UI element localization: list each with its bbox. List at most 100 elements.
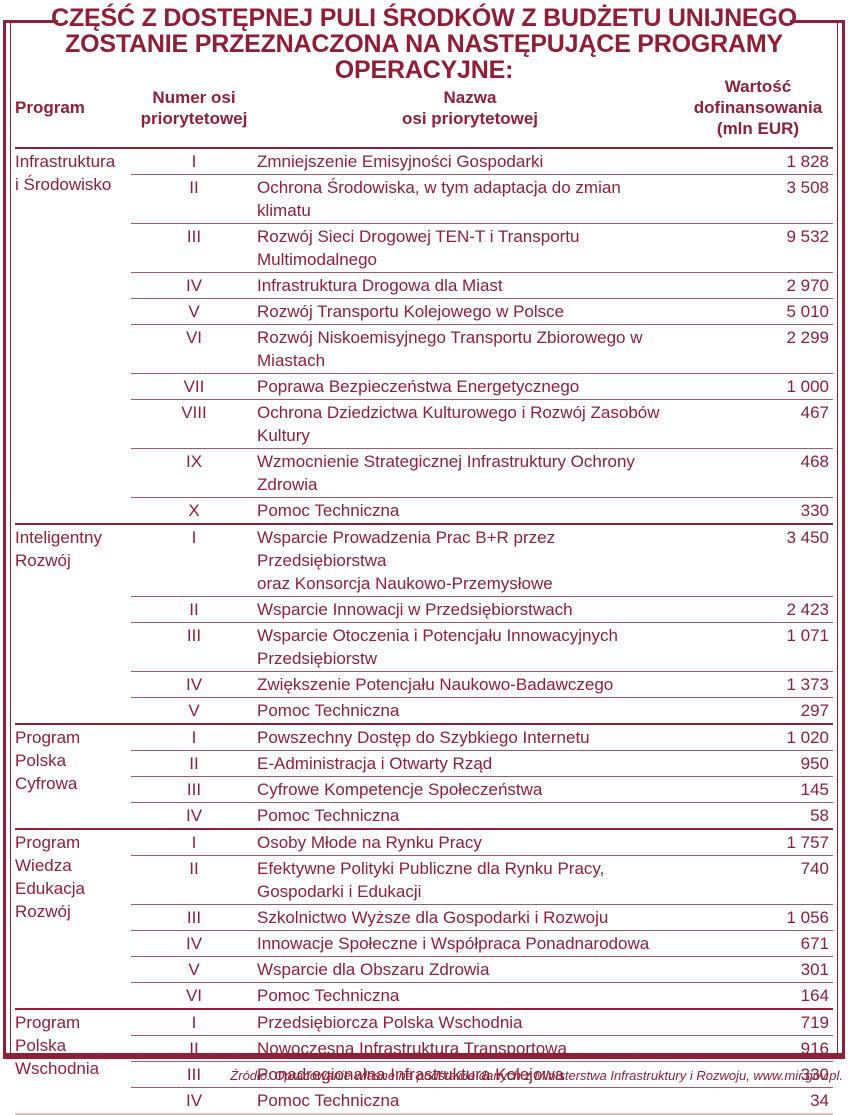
table-row: VI Pomoc Techniczna 164 [15, 982, 833, 1009]
axis-number: I [131, 723, 257, 751]
axis-number: III [131, 622, 257, 672]
funding-value: 3 508 [683, 174, 833, 224]
axis-number: II [131, 174, 257, 224]
axis-number: IV [131, 802, 257, 829]
funding-value: 2 970 [683, 272, 833, 299]
table-header: Program Numer osi priorytetowej Nazwa os… [15, 76, 833, 149]
axis-number: IX [131, 448, 257, 498]
funding-value: 467 [683, 399, 833, 449]
header-axis-number: Numer osi priorytetowej [131, 76, 257, 149]
axis-number: III [131, 1061, 257, 1088]
table-row: II Efektywne Polityki Publiczne dla Rynku… [15, 855, 833, 905]
funding-value: 671 [683, 930, 833, 957]
axis-name: Rozwój Transportu Kolejowego w Polsce [257, 298, 683, 325]
funding-value: 740 [683, 855, 833, 905]
axis-number: V [131, 298, 257, 325]
table-row: Infrastruktura i Środowisko I Zmniejszenie… [15, 147, 833, 524]
table-row: II E-Administracja i Otwarty Rząd 950 [15, 750, 833, 777]
funding-value: 297 [683, 697, 833, 724]
frame-left-border [3, 21, 6, 1059]
funding-value: 2 299 [683, 324, 833, 374]
axis-name: Pomoc Techniczna [257, 497, 683, 524]
table-row: X Pomoc Techniczna 330 [15, 497, 833, 524]
axis-name: Ochrona Dziedzictwa Kulturowego i Rozwój… [257, 399, 683, 449]
axis-name: Powszechny Dostęp do Szybkiego Internetu [257, 723, 683, 751]
funding-value: 3 450 [683, 523, 833, 597]
table-row: V Pomoc Techniczna 297 [15, 697, 833, 724]
header-funding-value: Wartość dofinansowania (mln EUR) [683, 76, 833, 149]
axis-name: Nowoczesna Infrastruktura Transportowa [257, 1035, 683, 1062]
axis-name: Infrastruktura Drogowa dla Miast [257, 272, 683, 299]
axis-name: Wsparcie dla Obszaru Zdrowia [257, 956, 683, 983]
axis-number: VI [131, 982, 257, 1009]
table-row: Program Polska Wschodnia I Przedsiębiorcza… [15, 1008, 833, 1114]
axis-name: Rozwój Niskoemisyjnego Transportu Zbioro… [257, 324, 683, 374]
table-row: III Ponadregionalna Infrastruktura Kolejo… [15, 1061, 833, 1088]
table-row: III Cyfrowe Kompetencje Społeczeństwa 145 [15, 776, 833, 803]
axis-name: Wsparcie Otoczenia i Potencjału Innowacy… [257, 622, 683, 672]
axis-name: Pomoc Techniczna [257, 982, 683, 1009]
funding-value: 5 010 [683, 298, 833, 325]
axis-name: Pomoc Techniczna [257, 697, 683, 724]
funding-value: 1 056 [683, 904, 833, 931]
funding-value: 1 000 [683, 373, 833, 400]
axis-number: II [131, 750, 257, 777]
axis-name: Przedsiębiorcza Polska Wschodnia [257, 1008, 683, 1036]
axis-number: IV [131, 272, 257, 299]
axis-name: Innowacje Społeczne i Współpraca Ponadna… [257, 930, 683, 957]
axis-number: I [131, 828, 257, 856]
axis-number: V [131, 697, 257, 724]
table-row: Program Polska Cyfrowa I Powszechny Dostęp… [15, 723, 833, 829]
axis-number: VI [131, 324, 257, 374]
program-name: Infrastruktura i Środowisko [15, 147, 131, 524]
funding-value: 916 [683, 1035, 833, 1062]
table-row: V Wsparcie dla Obszaru Zdrowia 301 [15, 956, 833, 983]
axis-number: IV [131, 671, 257, 698]
funding-value: 9 532 [683, 223, 833, 273]
table-row: IX Wzmocnienie Strategicznej Infrastruktu… [15, 448, 833, 498]
funding-value: 301 [683, 956, 833, 983]
axis-name: Wsparcie Prowadzenia Prac B+R przez Prze… [257, 523, 683, 597]
axis-name: Zwiększenie Potencjału Naukowo-Badawczeg… [257, 671, 683, 698]
axis-number: VII [131, 373, 257, 400]
table-row: IV Zwiększenie Potencjału Naukowo-Badawcz… [15, 671, 833, 698]
funding-value: 145 [683, 776, 833, 803]
axis-name: Osoby Młode na Rynku Pracy [257, 828, 683, 856]
table-row: IV Pomoc Techniczna 34 [15, 1087, 833, 1114]
axis-number: III [131, 776, 257, 803]
table-row: III Szkolnictwo Wyższe dla Gospodarki i R… [15, 904, 833, 931]
table-row: II Wsparcie Innowacji w Przedsiębiorstwac… [15, 596, 833, 623]
funding-value: 58 [683, 802, 833, 829]
axis-name: Wsparcie Innowacji w Przedsiębiorstwach [257, 596, 683, 623]
axis-number: II [131, 855, 257, 905]
frame-top-right-segment [790, 20, 845, 23]
axis-name: Szkolnictwo Wyższe dla Gospodarki i Rozw… [257, 904, 683, 931]
funding-value: 1 071 [683, 622, 833, 672]
axis-name: Rozwój Sieci Drogowej TEN-T i Transportu… [257, 223, 683, 273]
page-title: CZĘŚĆ Z DOSTĘPNEJ PULI ŚRODKÓW Z BUDŻETU… [51, 4, 797, 84]
frame-inner-border [10, 20, 838, 1053]
programs-table-body: Infrastruktura i Środowisko I Zmniejszenie… [15, 147, 833, 1114]
table-row: Inteligentny Rozwój I Wsparcie Prowadzenia… [15, 523, 833, 724]
axis-number: V [131, 956, 257, 983]
program-name: Inteligentny Rozwój [15, 523, 131, 724]
frame-top-left-segment [3, 20, 58, 23]
axis-name: Poprawa Bezpieczeństwa Energetycznego [257, 373, 683, 400]
axis-number: II [131, 596, 257, 623]
axis-name: Efektywne Polityki Publiczne dla Rynku P… [257, 855, 683, 905]
axis-number: IV [131, 1087, 257, 1114]
table-row: Program Wiedza Edukacja Rozwój I Osoby Mło… [15, 828, 833, 1009]
table-row: IV Infrastruktura Drogowa dla Miast 2 970 [15, 272, 833, 299]
funding-value: 1 373 [683, 671, 833, 698]
axis-name: Ponadregionalna Infrastruktura Kolejowa [257, 1061, 683, 1088]
funding-value: 719 [683, 1008, 833, 1036]
axis-name: Pomoc Techniczna [257, 1087, 683, 1114]
table-row: IV Innowacje Społeczne i Współpraca Ponad… [15, 930, 833, 957]
axis-name: Pomoc Techniczna [257, 802, 683, 829]
funding-value: 1 828 [683, 147, 833, 175]
funding-value: 164 [683, 982, 833, 1009]
funding-value: 330 [683, 497, 833, 524]
program-name: Program Wiedza Edukacja Rozwój [15, 828, 131, 1009]
axis-number: VIII [131, 399, 257, 449]
funding-value: 34 [683, 1087, 833, 1114]
